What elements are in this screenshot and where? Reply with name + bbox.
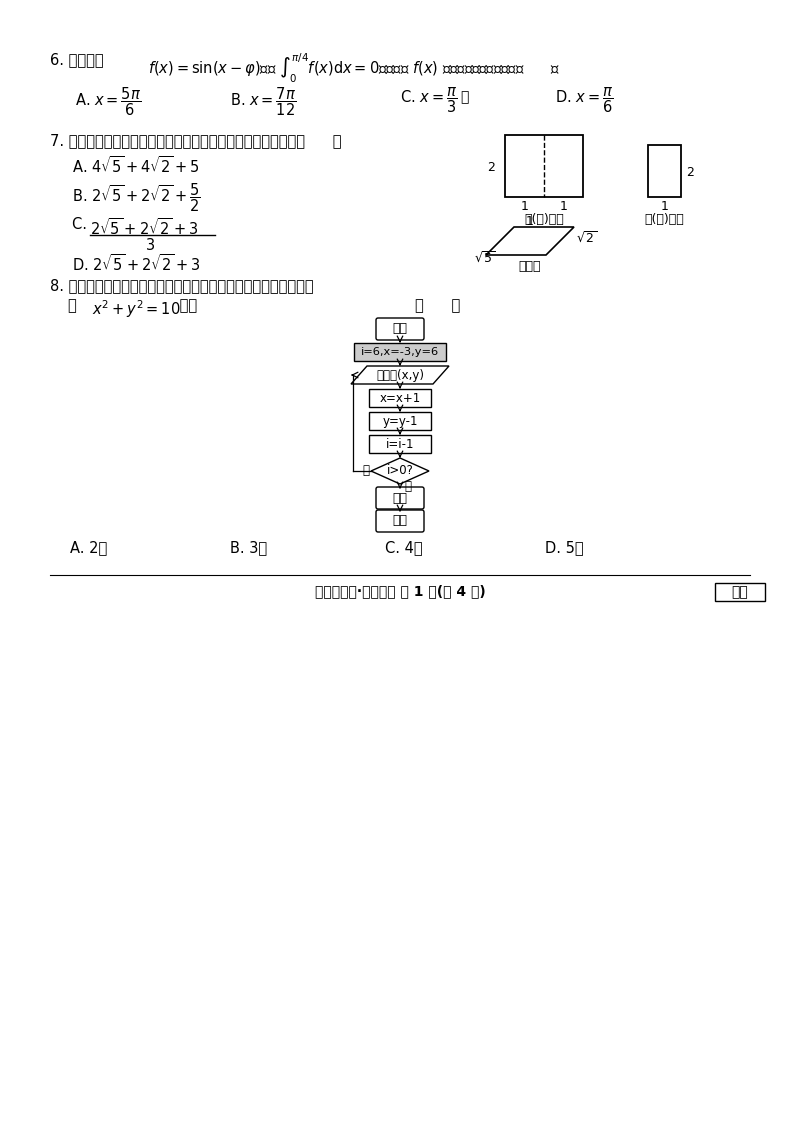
Text: 2: 2 [487,161,495,174]
Text: 是: 是 [362,464,369,478]
Text: C. $x=\dfrac{\pi}{3}$: C. $x=\dfrac{\pi}{3}$ [400,85,458,114]
Text: 圆: 圆 [68,298,82,314]
Text: 1: 1 [661,200,669,213]
Text: D. 5个: D. 5个 [545,540,584,555]
Text: $\sqrt{5}$: $\sqrt{5}$ [474,251,495,266]
Text: 2: 2 [686,166,694,179]
Text: i>0?: i>0? [386,464,414,478]
Bar [648,145,681,197]
Text: 俯视图: 俯视图 [518,260,542,273]
Bar [715,583,765,601]
Text: i=i-1: i=i-1 [386,437,414,451]
Text: A. $4\sqrt{5}+4\sqrt{2}+5$: A. $4\sqrt{5}+4\sqrt{2}+5$ [72,155,199,175]
Text: 输出: 输出 [393,491,407,505]
Text: B. 3个: B. 3个 [230,540,267,555]
Text: 开始: 开始 [393,323,407,335]
Text: 侧(左)视图: 侧(左)视图 [645,213,684,226]
Text: ，: ， [460,91,468,104]
Text: D. $x=\dfrac{\pi}{6}$: D. $x=\dfrac{\pi}{6}$ [555,85,614,114]
Bar [369,389,431,408]
Text: 1: 1 [526,215,534,228]
Polygon shape [351,366,449,384]
Bar [505,135,583,197]
Text: 结束: 结束 [393,515,407,528]
Text: 1: 1 [559,200,567,213]
Text: 高三一调卷·理科数学 第 1 页(共 4 页): 高三一调卷·理科数学 第 1 页(共 4 页) [314,584,486,598]
FancyBboxPatch shape [376,487,424,509]
Text: 内有: 内有 [175,298,197,314]
Text: C. 4个: C. 4个 [385,540,422,555]
Text: 否: 否 [404,480,411,494]
Text: （      ）: （ ） [415,298,460,314]
Text: i=6,x=-3,y=6: i=6,x=-3,y=6 [361,348,439,357]
Text: y=y-1: y=y-1 [382,414,418,428]
FancyBboxPatch shape [376,318,424,340]
Text: $\sqrt{2}$: $\sqrt{2}$ [576,231,597,246]
Text: x=x+1: x=x+1 [379,392,421,404]
Text: 8. 利用如图算法在平面直角坐标系上打印一系列点，则打印的点在: 8. 利用如图算法在平面直角坐标系上打印一系列点，则打印的点在 [50,278,314,293]
Text: B. $x=\dfrac{7\pi}{12}$: B. $x=\dfrac{7\pi}{12}$ [230,85,297,118]
Text: $2\sqrt{5}+2\sqrt{2}+3$: $2\sqrt{5}+2\sqrt{2}+3$ [90,217,198,238]
Bar [369,435,431,453]
Polygon shape [486,228,574,255]
Text: C.: C. [72,217,92,232]
Text: $x^2+y^2=10$: $x^2+y^2=10$ [92,298,181,319]
Text: 正(主)视图: 正(主)视图 [524,213,564,226]
Text: $f(x)=\sin(x-\varphi)$，且 $\int_0^{\pi/4}f(x)\mathrm{d}x=0$，则函数 $f(x)$ 的图像的一条对称轴是: $f(x)=\sin(x-\varphi)$，且 $\int_0^{\pi/4}… [148,52,560,85]
Text: 7. 已知一个三棱柱的三视图如图所示，则该三棱柱的表面积为（      ）: 7. 已知一个三棱柱的三视图如图所示，则该三棱柱的表面积为（ ） [50,132,342,148]
Text: D. $2\sqrt{5}+2\sqrt{2}+3$: D. $2\sqrt{5}+2\sqrt{2}+3$ [72,252,201,274]
Text: 6. 已知函数: 6. 已知函数 [50,52,108,67]
FancyBboxPatch shape [376,511,424,532]
Text: 1: 1 [521,200,529,213]
Text: 打印点(x,y): 打印点(x,y) [376,369,424,381]
Text: A. 2个: A. 2个 [70,540,107,555]
Text: B. $2\sqrt{5}+2\sqrt{2}+\dfrac{5}{2}$: B. $2\sqrt{5}+2\sqrt{2}+\dfrac{5}{2}$ [72,181,201,214]
Bar [354,343,446,361]
Bar [369,412,431,430]
Polygon shape [371,458,429,484]
Text: 衡水: 衡水 [732,585,748,599]
Text: $3$: $3$ [145,237,155,252]
Text: A. $x=\dfrac{5\pi}{6}$: A. $x=\dfrac{5\pi}{6}$ [75,85,142,118]
